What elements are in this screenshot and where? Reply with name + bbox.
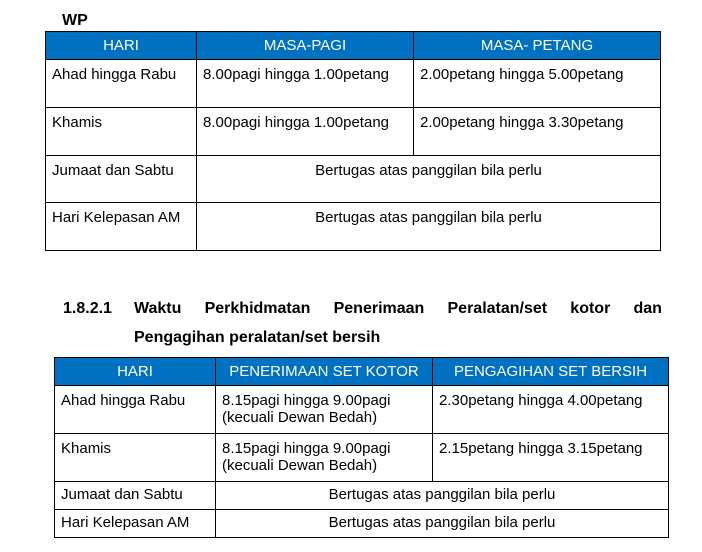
set-service-table: HARI PENERIMAAN SET KOTOR PENGAGIHAN SET… <box>54 357 669 538</box>
cell-day: Ahad hingga Rabu <box>54 385 216 434</box>
header-row: HARI MASA-PAGI MASA- PETANG <box>45 31 661 60</box>
cell-bersih: 2.15petang hingga 3.15petang <box>432 433 669 482</box>
section-title-line1: Waktu Perkhidmatan Penerimaan Peralatan/… <box>134 300 662 318</box>
kotor-note: (kecuali Dewan Bedah) <box>222 409 378 426</box>
cell-petang: 2.00petang hingga 3.30petang <box>413 107 661 156</box>
header-hari: HARI <box>45 31 197 60</box>
title-word: Perkhidmatan <box>204 300 311 317</box>
cell-pagi: 8.00pagi hingga 1.00petang <box>196 107 414 156</box>
cell-kotor: 8.15pagi hingga 9.00pagi (kecuali Dewan B… <box>215 385 433 434</box>
header-row: HARI PENERIMAAN SET KOTOR PENGAGIHAN SET… <box>54 357 669 386</box>
table-row: Hari Kelepasan AM Bertugas atas panggila… <box>54 509 669 538</box>
section-number: 1.8.2.1 <box>63 300 112 317</box>
cell-petang: 2.00petang hingga 5.00petang <box>413 59 661 108</box>
cell-day: Khamis <box>45 107 197 156</box>
title-word: kotor <box>570 300 611 317</box>
header-pengagihan: PENGAGIHAN SET BERSIH <box>432 357 669 386</box>
header-masa-pagi: MASA-PAGI <box>196 31 414 60</box>
table-row: Jumaat dan Sabtu Bertugas atas panggilan… <box>54 481 669 510</box>
table-row: Jumaat dan Sabtu Bertugas atas panggilan… <box>45 155 661 203</box>
cell-day: Jumaat dan Sabtu <box>54 481 216 510</box>
table-row: Ahad hingga Rabu 8.00pagi hingga 1.00pet… <box>45 59 661 108</box>
cell-merged: Bertugas atas panggilan bila perlu <box>196 155 661 203</box>
title-word: dan <box>633 300 662 317</box>
wp-hours-table: HARI MASA-PAGI MASA- PETANG Ahad hingga … <box>45 31 661 251</box>
section-label: WP <box>62 12 88 29</box>
table-row: Hari Kelepasan AM Bertugas atas panggila… <box>45 202 661 251</box>
header-masa-petang: MASA- PETANG <box>413 31 661 60</box>
cell-merged: Bertugas atas panggilan bila perlu <box>215 509 669 538</box>
kotor-time: 8.15pagi hingga 9.00pagi <box>222 440 391 457</box>
header-hari: HARI <box>54 357 216 386</box>
table-row: Khamis 8.00pagi hingga 1.00petang 2.00pe… <box>45 107 661 156</box>
cell-merged: Bertugas atas panggilan bila perlu <box>215 481 669 510</box>
section-title-line2: Pengagihan peralatan/set bersih <box>134 329 381 346</box>
cell-day: Jumaat dan Sabtu <box>45 155 197 203</box>
cell-bersih: 2.30petang hingga 4.00petang <box>432 385 669 434</box>
table-row: Ahad hingga Rabu 8.15pagi hingga 9.00pag… <box>54 385 669 434</box>
cell-pagi: 8.00pagi hingga 1.00petang <box>196 59 414 108</box>
table-row: Khamis 8.15pagi hingga 9.00pagi (kecuali … <box>54 433 669 482</box>
cell-merged: Bertugas atas panggilan bila perlu <box>196 202 661 251</box>
header-penerimaan: PENERIMAAN SET KOTOR <box>215 357 433 386</box>
title-word: Penerimaan <box>333 300 425 317</box>
cell-day: Hari Kelepasan AM <box>54 509 216 538</box>
cell-day: Hari Kelepasan AM <box>45 202 197 251</box>
cell-day: Khamis <box>54 433 216 482</box>
kotor-note: (kecuali Dewan Bedah) <box>222 457 378 474</box>
cell-kotor: 8.15pagi hingga 9.00pagi (kecuali Dewan B… <box>215 433 433 482</box>
title-word: Waktu <box>134 300 182 317</box>
kotor-time: 8.15pagi hingga 9.00pagi <box>222 392 391 409</box>
cell-day: Ahad hingga Rabu <box>45 59 197 108</box>
title-word: Peralatan/set <box>447 300 548 317</box>
